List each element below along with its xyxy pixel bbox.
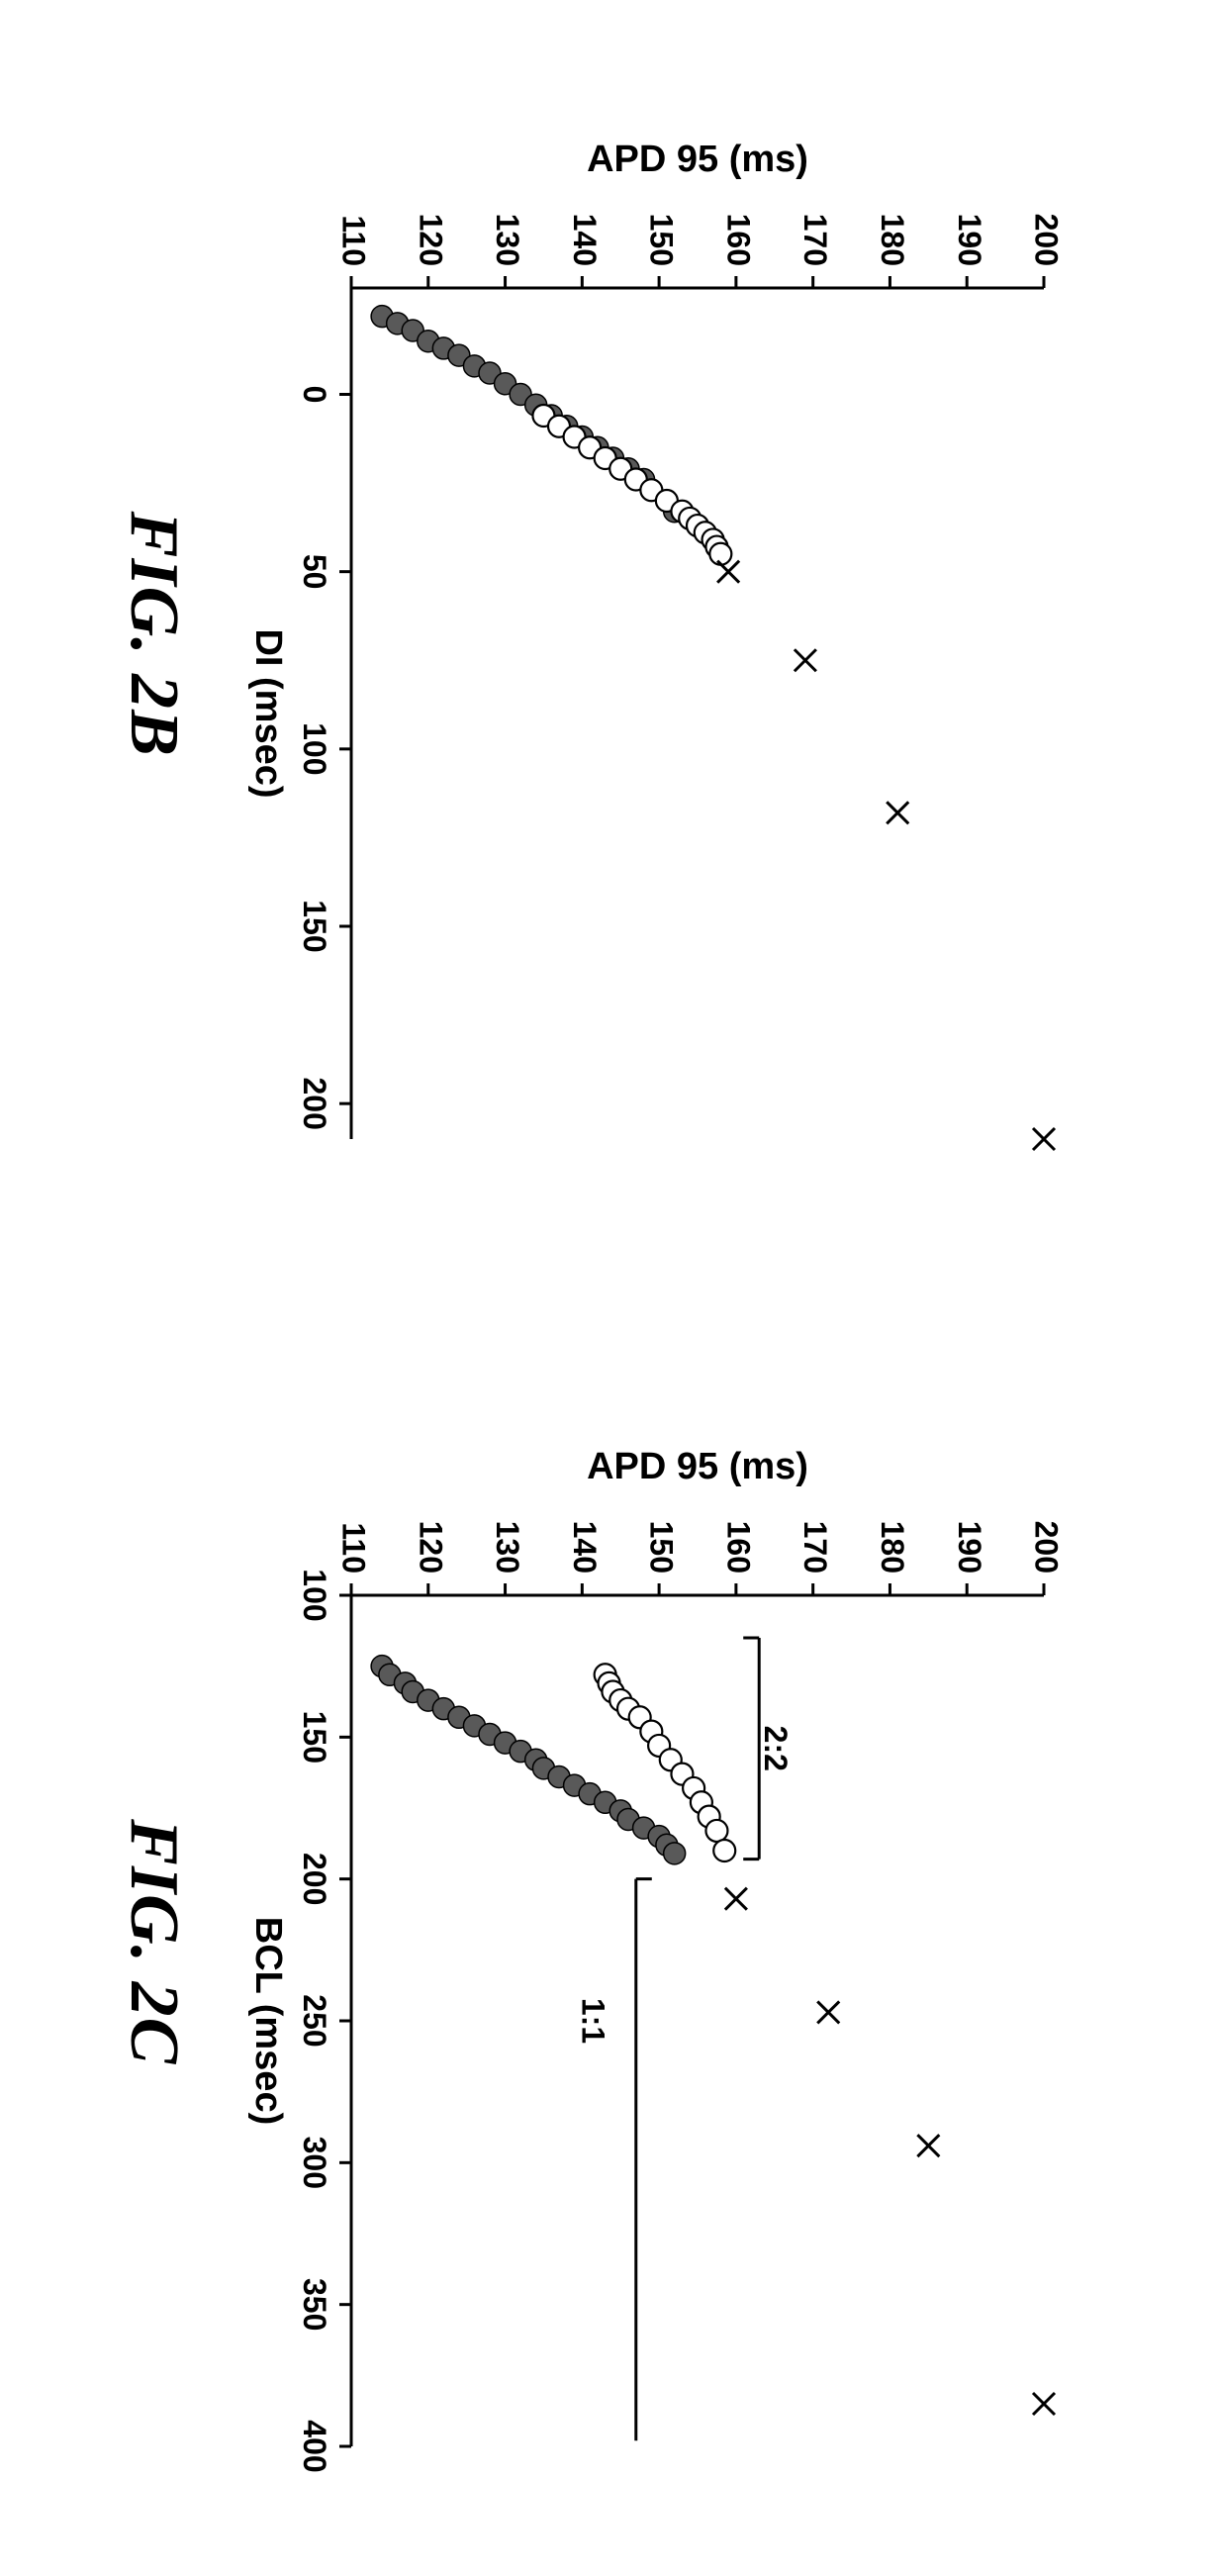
- y-tick-label: 150: [644, 213, 680, 265]
- y-tick-label: 190: [952, 213, 987, 265]
- x-tick-label: 50: [297, 554, 332, 590]
- y-axis-label: APD 95 (ms): [587, 1446, 808, 1487]
- y-tick-label: 150: [644, 1521, 680, 1574]
- x-tick-label: 100: [297, 722, 332, 775]
- y-tick-label: 160: [720, 1521, 756, 1574]
- annotation-bracket: 2:2: [743, 1638, 794, 1860]
- panel-fig2b: 110 120 130 140 150 160 170 180 190 200 0 50 100 150 2…: [40, 40, 1177, 1229]
- annotation-bracket: 1:1: [575, 1879, 651, 2441]
- x-tick-label: 400: [297, 2421, 332, 2473]
- annotation-label: 1:1: [575, 1998, 610, 2044]
- caption-fig2b: FIG. 2B: [114, 512, 193, 757]
- x-tick-label: 200: [297, 1853, 332, 1905]
- y-tick-label: 180: [875, 1521, 910, 1574]
- x-tick-label: 100: [297, 1570, 332, 1622]
- y-tick-label: 140: [567, 1521, 603, 1574]
- y-tick-label: 120: [413, 213, 448, 265]
- y-tick-label: 170: [797, 1521, 833, 1574]
- y-tick-label: 170: [797, 213, 833, 265]
- x-axis-label: BCL (msec): [247, 1917, 289, 2125]
- y-tick-label: 110: [336, 1523, 372, 1574]
- y-tick-label: 200: [1029, 1521, 1065, 1574]
- y-tick-label: 160: [720, 213, 756, 265]
- caption-fig2c: FIG. 2C: [114, 1819, 193, 2064]
- x-tick-label: 200: [297, 1077, 332, 1129]
- x-tick-label: 250: [297, 1995, 332, 2048]
- x-tick-label: 150: [297, 1711, 332, 1764]
- series-x-marks: [725, 1888, 1055, 2415]
- chart-fig2c: 110 120 130 140 150 160 170 180 190 200 100 150 200 2…: [213, 1397, 1103, 2486]
- figure-row: 110 120 130 140 150 160 170 180 190 200 0 50 100 150 2…: [0, 0, 1217, 2576]
- panel-fig2c: 110 120 130 140 150 160 170 180 190 200 100 150 200 2…: [40, 1348, 1177, 2537]
- y-tick-label: 190: [952, 1521, 987, 1574]
- annotation-label: 2:2: [758, 1726, 794, 1771]
- y-tick-label: 120: [413, 1521, 448, 1574]
- y-tick-label: 110: [336, 215, 372, 266]
- series-filled-circles: [371, 1656, 686, 1864]
- series-x-marks: [717, 560, 1055, 1149]
- x-tick-label: 300: [297, 2137, 332, 2189]
- y-tick-label: 130: [490, 1521, 525, 1574]
- x-tick-label: 350: [297, 2278, 332, 2331]
- y-tick-label: 200: [1029, 213, 1065, 265]
- series-open-circles: [532, 405, 731, 565]
- x-tick-label: 150: [297, 900, 332, 952]
- y-tick-label: 140: [567, 213, 603, 265]
- y-tick-label: 130: [490, 213, 525, 265]
- x-tick-label: 0: [297, 385, 332, 403]
- y-tick-label: 180: [875, 213, 910, 265]
- x-axis-label: DI (msec): [247, 628, 289, 798]
- rotated-canvas: 110 120 130 140 150 160 170 180 190 200 0 50 100 150 2…: [0, 0, 1217, 2576]
- y-axis-label: APD 95 (ms): [587, 139, 808, 180]
- chart-fig2b: 110 120 130 140 150 160 170 180 190 200 0 50 100 150 2…: [213, 90, 1103, 1179]
